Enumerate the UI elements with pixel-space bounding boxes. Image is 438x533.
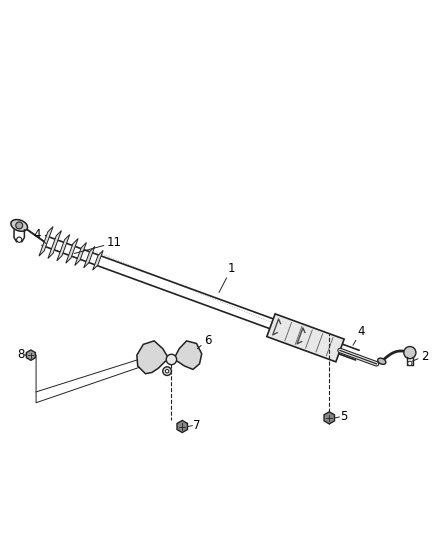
Circle shape (16, 222, 23, 229)
Circle shape (166, 369, 169, 373)
Text: 8: 8 (17, 348, 25, 361)
Ellipse shape (378, 358, 386, 365)
Polygon shape (173, 341, 202, 369)
Polygon shape (177, 421, 187, 433)
Polygon shape (324, 412, 335, 424)
Text: 4: 4 (33, 229, 46, 244)
Circle shape (408, 361, 412, 366)
Polygon shape (66, 238, 78, 263)
Polygon shape (75, 243, 86, 265)
Circle shape (163, 367, 171, 375)
Polygon shape (137, 341, 169, 374)
Text: 6: 6 (198, 334, 212, 349)
Circle shape (17, 237, 22, 243)
Ellipse shape (11, 220, 28, 231)
Text: 11: 11 (74, 236, 122, 254)
Text: 1: 1 (219, 262, 235, 293)
Polygon shape (267, 314, 344, 362)
Circle shape (166, 354, 177, 365)
Polygon shape (48, 231, 61, 259)
Polygon shape (84, 246, 95, 268)
Text: 4: 4 (353, 325, 365, 345)
Polygon shape (93, 251, 103, 270)
Text: 2: 2 (412, 350, 428, 362)
Circle shape (404, 346, 416, 359)
Polygon shape (26, 350, 35, 360)
Polygon shape (57, 235, 70, 261)
Text: 7: 7 (193, 419, 201, 432)
Polygon shape (39, 227, 53, 256)
Text: 5: 5 (340, 410, 347, 424)
